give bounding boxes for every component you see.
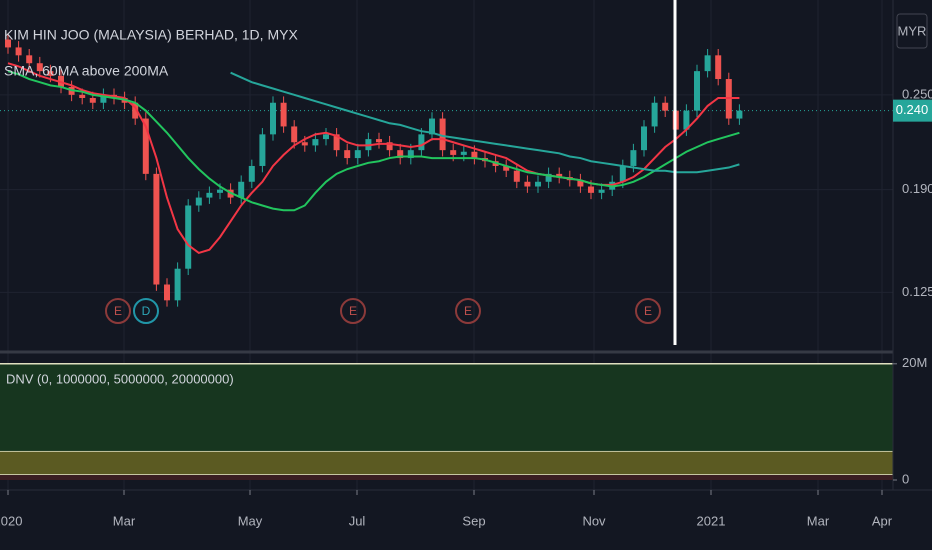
candle-body — [577, 180, 584, 187]
event-label: D — [142, 304, 151, 318]
y2-tick-label: 20M — [902, 355, 927, 370]
candle-body — [26, 55, 33, 64]
candle-body — [344, 150, 351, 159]
moving-average-line — [7, 62, 740, 255]
currency-label[interactable]: MYR — [898, 23, 927, 38]
last-price-label: 0.240 — [896, 102, 929, 117]
candle-body — [386, 142, 393, 151]
volume-band — [0, 363, 893, 451]
candle-body — [376, 139, 382, 143]
candle-body — [238, 181, 245, 198]
candle-body — [418, 134, 425, 151]
candle-body — [429, 118, 435, 135]
volume-band — [0, 474, 893, 480]
candle-body — [651, 102, 658, 127]
chart-title: KIM HIN JOO (MALAYSIA) BERHAD, 1D, MYX — [4, 27, 298, 43]
candle-body — [683, 110, 690, 130]
event-marker — [133, 298, 159, 324]
candle-body — [471, 151, 478, 159]
candle-body — [280, 102, 287, 127]
moving-average-line — [230, 71, 740, 174]
candle-body — [301, 142, 308, 146]
x-tick-label: May — [238, 513, 263, 528]
currency-button[interactable] — [896, 13, 928, 49]
event-marker — [455, 298, 481, 324]
candle-body — [36, 63, 43, 72]
indicator-label: SMA, 60MA above 200MA — [4, 63, 169, 79]
candle-body — [736, 110, 743, 119]
candle-body — [195, 197, 202, 206]
last-price-tag — [893, 99, 932, 122]
candle-body — [619, 165, 626, 182]
plot — [0, 33, 893, 307]
candle-body — [524, 181, 531, 187]
candle-body — [132, 102, 139, 119]
candle-body — [630, 150, 637, 166]
event-marker — [105, 298, 131, 324]
candle-body — [164, 284, 170, 301]
candle-body — [598, 189, 605, 193]
candle-body — [79, 94, 86, 98]
candle-body — [460, 151, 467, 155]
candle-body — [5, 39, 11, 48]
candle-body — [704, 55, 711, 72]
x-tick-label: 2020 — [0, 513, 22, 528]
candle-body — [503, 165, 510, 171]
candle-body — [450, 150, 457, 155]
candle-body — [312, 139, 319, 146]
candle-body — [174, 268, 181, 301]
candle-body — [694, 71, 700, 111]
candle-body — [323, 134, 329, 140]
event-label: E — [644, 304, 652, 318]
volume-band — [0, 450, 893, 475]
candle-body — [588, 186, 594, 193]
candle-body — [206, 192, 213, 198]
event-marker — [635, 298, 661, 324]
candle-body — [535, 181, 541, 187]
x-tick-label: Sep — [462, 513, 485, 528]
candle-body — [100, 94, 107, 103]
candle-body — [354, 150, 361, 159]
x-tick-label: Jul — [349, 513, 366, 528]
x-tick-label: Mar — [807, 513, 830, 528]
candle-body — [662, 102, 669, 111]
grid — [0, 0, 893, 490]
candle-body — [248, 165, 255, 182]
candle-body — [142, 118, 149, 174]
candle-body — [291, 126, 298, 143]
x-tick-label: 2021 — [697, 513, 726, 528]
moving-average-line — [7, 70, 740, 212]
y-tick-label: 0.250 — [902, 86, 932, 101]
event-label: E — [349, 304, 357, 318]
candle-body — [407, 150, 414, 159]
candle-body — [641, 126, 647, 151]
candle-body — [439, 118, 446, 151]
candle-body — [545, 173, 552, 182]
x-tick-label: Apr — [872, 513, 893, 528]
candle-body — [270, 102, 276, 135]
candle-body — [259, 134, 266, 166]
candle-body — [715, 55, 722, 80]
candle-body — [89, 98, 96, 103]
candle-body — [153, 173, 160, 285]
candle-body — [333, 134, 340, 151]
y2-tick-label: 0 — [902, 471, 909, 486]
candle-body — [15, 47, 22, 56]
candle-body — [397, 150, 404, 159]
candle-body — [47, 71, 54, 76]
candle-body — [513, 170, 520, 182]
event-marker — [340, 298, 366, 324]
event-label: E — [464, 304, 472, 318]
candle-body — [217, 189, 223, 193]
volume-label: DNV (0, 1000000, 5000000, 20000000) — [6, 371, 234, 386]
candle-body — [185, 205, 192, 269]
y-tick-label: 0.125 — [902, 284, 932, 299]
x-tick-label: Mar — [113, 513, 136, 528]
y-tick-label: 0.190 — [902, 181, 932, 196]
x-tick-label: Nov — [582, 513, 606, 528]
event-label: E — [114, 304, 122, 318]
candle-body — [556, 173, 563, 178]
